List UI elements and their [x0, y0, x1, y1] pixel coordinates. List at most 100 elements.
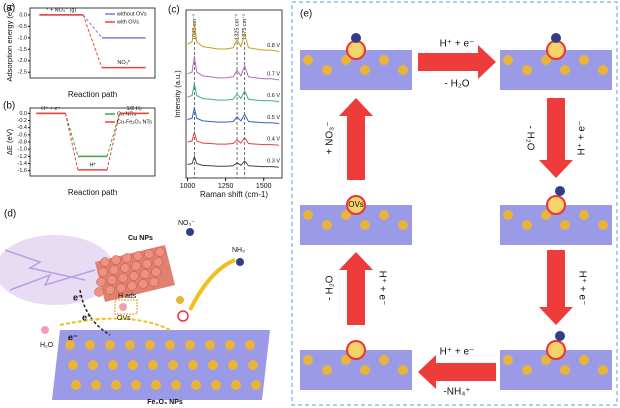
x-tick-label: 1000 [180, 183, 196, 190]
surface-atom [303, 210, 313, 220]
spectrum [187, 107, 279, 124]
y-tick-label: -0.5 [18, 24, 27, 30]
hads-box [114, 299, 138, 315]
step-label: H⁺ + e⁻ [440, 347, 475, 358]
step-arrow [339, 98, 373, 180]
lattice-atom [225, 340, 235, 350]
surface-atom [322, 65, 332, 75]
cu-atom [153, 257, 163, 267]
electron-label: e⁻ [68, 332, 78, 342]
x-tick-label: 1500 [256, 183, 272, 190]
lattice-atom [245, 340, 255, 350]
y-tick-label: -1.0 [18, 35, 27, 41]
lattice-atom [68, 360, 78, 370]
ammonia-label: NH₃ [232, 247, 245, 254]
surface-atom [541, 210, 551, 220]
y-tick-label: -1.6 [18, 168, 27, 174]
vacancy [177, 310, 189, 322]
lattice-atom [205, 340, 215, 350]
legend-label: without OVs [116, 11, 147, 17]
annotation: 1/2 H₂ [127, 106, 142, 112]
surface-atom [598, 220, 608, 230]
surface-atom [379, 355, 389, 365]
step-label: -NH₄⁺ [443, 387, 470, 398]
surface-atom [503, 55, 513, 65]
annotation: NO₃* [117, 60, 130, 66]
surface-atom [341, 55, 351, 65]
lattice-atom [65, 340, 75, 350]
cu-atom [116, 283, 126, 293]
active-site [346, 340, 366, 360]
cu-atom [151, 267, 161, 277]
lattice-atom [85, 340, 95, 350]
annotation: H⁺ + e⁻ [41, 105, 60, 112]
connector [82, 14, 103, 39]
lattice-atom [148, 360, 158, 370]
lattice-atom [165, 340, 175, 350]
spectrum [187, 22, 280, 52]
step-arrow [418, 355, 496, 389]
annotation: H* [89, 162, 96, 168]
active-site [346, 195, 366, 215]
y-tick-label: -0.6 [18, 132, 27, 138]
step-arrow [539, 98, 573, 178]
cu-atom [96, 277, 106, 287]
step-arrow [418, 45, 496, 79]
lattice-atom [151, 380, 161, 390]
surface-atom [341, 355, 351, 365]
cu-atom [98, 267, 108, 277]
lattice-atom [228, 360, 238, 370]
peak-label: 1325 cm⁻¹ [235, 14, 241, 40]
spectrum [187, 56, 280, 81]
plot-frame [185, 9, 283, 179]
surface-atom [560, 220, 570, 230]
surface-atom [341, 210, 351, 220]
lattice-atom [231, 380, 241, 390]
vacancy-label: OVs [348, 200, 364, 209]
spectrum [187, 83, 280, 103]
panel-d: (d) Cu NPs NO₃⁻ NH₃ e⁻ e⁻ e⁻ H ads OVs H… [0, 209, 270, 406]
series-label: 0.5 V [267, 115, 280, 121]
lattice-atom [191, 380, 201, 390]
cu-atom [94, 287, 104, 297]
surface-atom [303, 55, 313, 65]
cu-label: Cu NPs [128, 235, 153, 242]
y-axis-label: ΔE (eV) [5, 128, 14, 155]
lattice-atom [188, 360, 198, 370]
active-site [546, 195, 566, 215]
h-transfer [59, 317, 171, 331]
peak-label: 1375 cm⁻¹ [242, 14, 248, 40]
x-axis-label: Reaction path [68, 90, 117, 99]
panel-label: (d) [4, 209, 16, 220]
y-tick-label: -0.8 [18, 139, 27, 145]
step-label: H⁺ + e⁻ [376, 271, 387, 306]
step-label: H⁺ + e⁻ [577, 121, 588, 156]
surface-atom [579, 210, 589, 220]
lattice-atom [171, 380, 181, 390]
y-tick-label: -0.4 [18, 125, 27, 131]
lattice-atom [185, 340, 195, 350]
adsorbate [555, 186, 565, 196]
molecule-atom [176, 296, 184, 304]
legend-label: with OVs [116, 19, 139, 25]
surface-atom [598, 365, 608, 375]
surface-atom [503, 210, 513, 220]
surface-atom [579, 55, 589, 65]
lattice-atom [211, 380, 221, 390]
surface-atom [360, 220, 370, 230]
cu-atom [140, 269, 150, 279]
molecule-atom [236, 258, 244, 266]
legend-label: Cu-Fe₂O₃ NTs [117, 119, 152, 125]
cu-atom [122, 253, 132, 263]
active-site [346, 40, 366, 60]
electron-label: e⁻ [82, 312, 92, 322]
y-tick-label: 0.0 [19, 111, 27, 117]
panel-e: (e) H⁺ + e⁻ - H₂O H⁺ + e⁻ - H₂O H⁺ + e⁻ H⁺ + … [291, 1, 618, 406]
lattice-atom [145, 340, 155, 350]
surface-atom [303, 355, 313, 365]
connector [64, 113, 79, 171]
cu-atom [144, 249, 154, 259]
spectrum [187, 130, 279, 146]
lattice-atom [105, 340, 115, 350]
lattice-atom [248, 360, 258, 370]
